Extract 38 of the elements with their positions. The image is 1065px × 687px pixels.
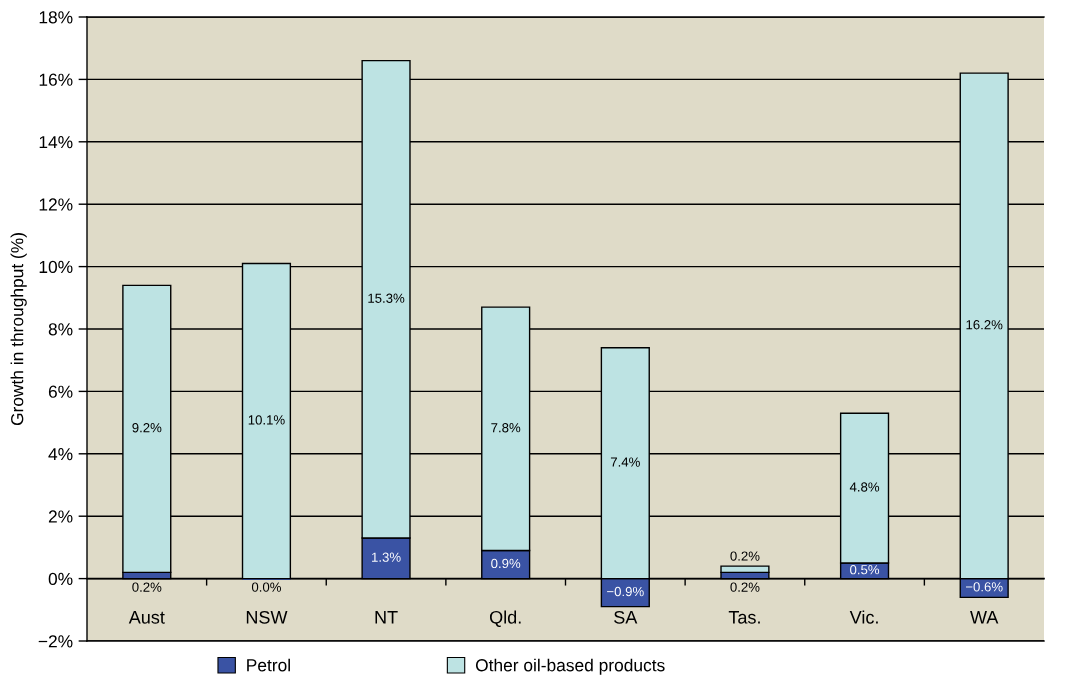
y-tick-label: 10% xyxy=(39,260,73,274)
data-label: 0.2% xyxy=(730,582,760,592)
x-tick-label: Tas. xyxy=(728,611,760,624)
x-tick-label: NT xyxy=(375,611,398,624)
y-tick-label: 4% xyxy=(48,448,73,461)
y-tick-label: 18% xyxy=(39,11,73,24)
data-label: 7.8% xyxy=(491,423,521,433)
data-label: −0.6% xyxy=(965,582,1003,592)
x-tick-label: NSW xyxy=(246,610,288,624)
y-tick-label: 12% xyxy=(39,198,73,211)
y-tick-label: 0% xyxy=(48,572,73,586)
x-tick-label: Vic. xyxy=(849,610,878,624)
data-label: 0.2% xyxy=(132,582,162,592)
legend-label: Petrol xyxy=(247,658,290,672)
y-tick-label: 14% xyxy=(39,136,73,149)
data-label: 9.2% xyxy=(132,423,162,433)
x-tick-label: WA xyxy=(970,611,999,624)
y-tick-label: 2% xyxy=(48,510,73,523)
data-label: −0.9% xyxy=(607,586,644,597)
data-label: 0.5% xyxy=(850,565,880,575)
data-label: 7.4% xyxy=(610,457,640,467)
data-label: 15.3% xyxy=(368,293,405,303)
legend-label: Other oil-based products xyxy=(475,658,665,675)
y-tick-label: 6% xyxy=(48,385,73,398)
y-axis-title: Growth in throughput (%) xyxy=(10,233,27,426)
data-label: 0.2% xyxy=(730,551,760,561)
data-label: 0.0% xyxy=(251,582,282,592)
data-label: 10.1% xyxy=(248,415,285,425)
x-tick-label: SA xyxy=(614,610,638,624)
y-tick-label: 16% xyxy=(39,73,73,86)
data-label: 0.9% xyxy=(491,558,521,569)
data-label: 4.8% xyxy=(849,482,880,492)
x-tick-label: Aust xyxy=(128,611,165,624)
data-label: 16.2% xyxy=(966,320,1003,330)
y-tick-label: 8% xyxy=(48,323,73,336)
data-label: 1.3% xyxy=(372,552,401,562)
y-tick-label: −2% xyxy=(38,635,73,648)
x-tick-label: Qld. xyxy=(489,610,521,627)
